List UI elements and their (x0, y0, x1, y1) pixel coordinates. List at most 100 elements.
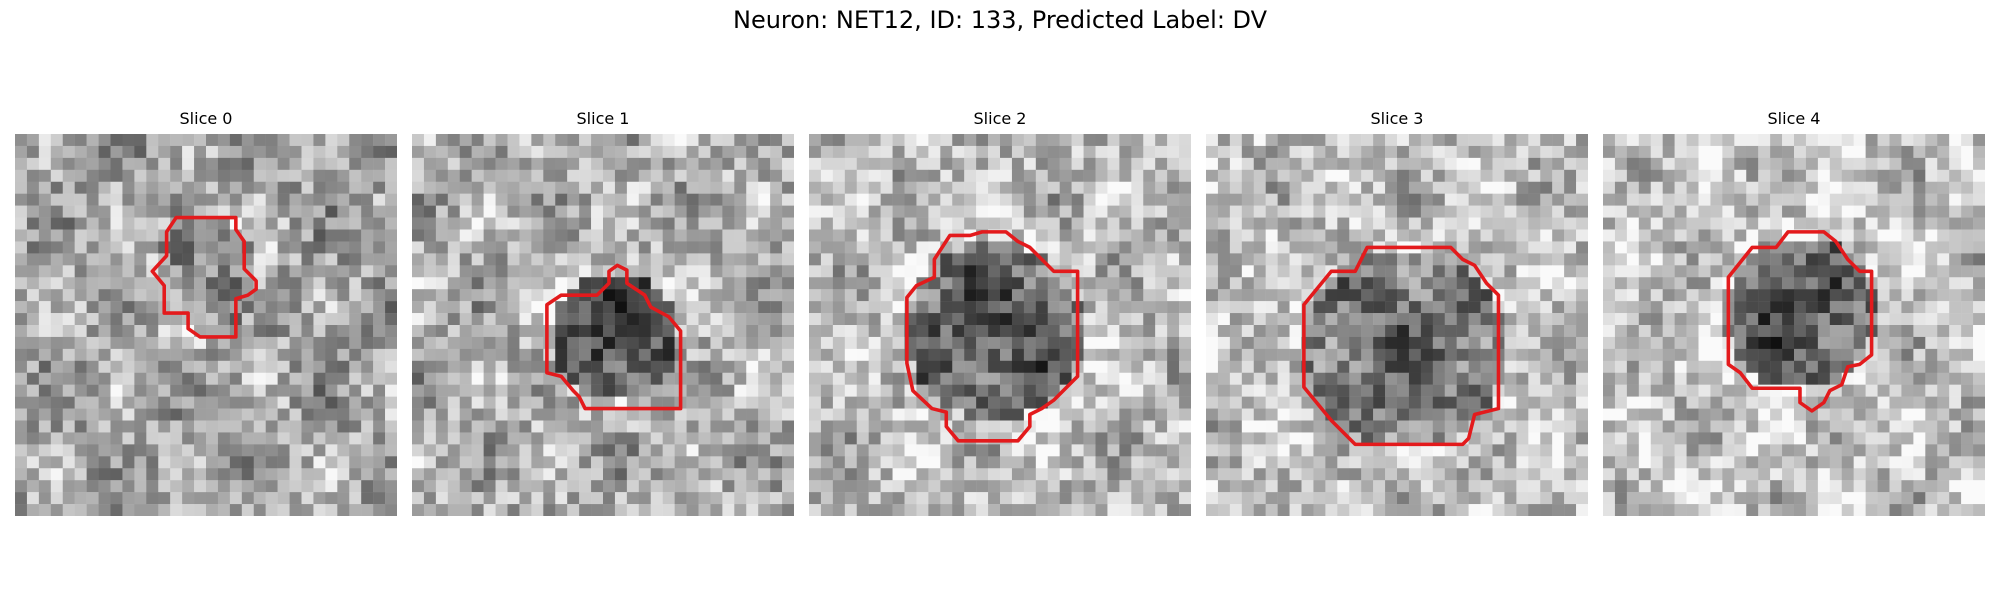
pixel (1023, 157, 1037, 171)
pixel (1925, 253, 1938, 266)
pixel (1179, 169, 1191, 182)
pixel (1313, 372, 1326, 385)
pixel (495, 181, 508, 194)
pixel (1071, 444, 1084, 457)
pixel (313, 241, 326, 254)
pixel (206, 360, 219, 373)
pixel (206, 134, 219, 147)
pixel (38, 348, 52, 362)
pixel (638, 134, 651, 147)
pixel (325, 492, 338, 505)
pixel (15, 277, 28, 290)
pixel (1119, 169, 1132, 182)
pixel (1614, 241, 1628, 254)
pixel (1686, 384, 1699, 397)
pixel (146, 277, 159, 290)
pixel (1217, 408, 1231, 421)
pixel (1397, 348, 1410, 362)
pixel (988, 432, 1001, 445)
pixel (50, 241, 63, 254)
pixel (603, 134, 616, 147)
pixel (1277, 193, 1290, 206)
pixel (62, 372, 75, 385)
pixel (1059, 396, 1072, 409)
pixel (277, 265, 290, 278)
pixel (313, 408, 326, 421)
pixel (325, 336, 338, 350)
pixel (1155, 408, 1168, 421)
pixel (1456, 169, 1469, 182)
pixel (952, 193, 965, 206)
pixel (844, 229, 857, 242)
pixel (1626, 325, 1640, 338)
pixel (313, 217, 326, 230)
pixel (1576, 277, 1588, 290)
pixel (1337, 456, 1350, 469)
pixel (519, 444, 532, 457)
pixel (928, 145, 941, 159)
pixel (38, 193, 52, 206)
pixel (686, 157, 699, 171)
pixel (770, 325, 783, 338)
pixel (1949, 301, 1962, 314)
pixel (1059, 408, 1072, 421)
pixel (38, 396, 52, 409)
pixel (471, 277, 484, 290)
pixel (194, 396, 207, 409)
pixel (1155, 444, 1168, 457)
pixel (1504, 384, 1517, 397)
pixel (459, 420, 472, 433)
pixel (471, 504, 484, 516)
pixel (1071, 205, 1084, 218)
pixel (435, 277, 449, 290)
pixel (1961, 444, 1974, 457)
pixel (1301, 420, 1314, 433)
pixel (614, 325, 628, 338)
pixel (1095, 468, 1108, 481)
pixel (710, 193, 723, 206)
pixel (1349, 504, 1362, 516)
pixel (531, 169, 544, 182)
pixel (1265, 360, 1278, 373)
pixel (674, 408, 687, 421)
pixel (543, 265, 556, 278)
pixel (1662, 241, 1675, 254)
pixel (1638, 325, 1651, 338)
pixel (423, 253, 437, 266)
pixel (385, 408, 397, 421)
pixel (1817, 253, 1831, 266)
pixel (940, 384, 953, 397)
pixel (74, 217, 87, 230)
pixel (253, 289, 266, 302)
pixel (1349, 420, 1362, 433)
pixel (809, 157, 822, 171)
pixel (1576, 169, 1588, 182)
pixel (1217, 241, 1231, 254)
pixel (1758, 157, 1771, 171)
pixel (1047, 229, 1060, 242)
pixel (1901, 336, 1914, 350)
pixel (1155, 456, 1168, 469)
pixel (1408, 157, 1422, 171)
pixel (1603, 372, 1616, 385)
pixel (952, 313, 965, 326)
pixel (15, 492, 28, 505)
pixel (770, 432, 783, 445)
pixel (686, 134, 699, 147)
pixel (435, 456, 449, 469)
pixel (122, 504, 135, 516)
pixel (1143, 360, 1156, 373)
pixel (1564, 360, 1577, 373)
pixel (1913, 193, 1926, 206)
pixel (1662, 134, 1675, 147)
pixel (206, 313, 219, 326)
pixel (1504, 265, 1517, 278)
pixel (459, 313, 472, 326)
pixel (579, 420, 592, 433)
pixel (423, 480, 437, 493)
pixel (182, 468, 195, 481)
pixel (1889, 229, 1902, 242)
pixel (674, 289, 687, 302)
pixel (158, 205, 171, 218)
pixel (1059, 456, 1072, 469)
